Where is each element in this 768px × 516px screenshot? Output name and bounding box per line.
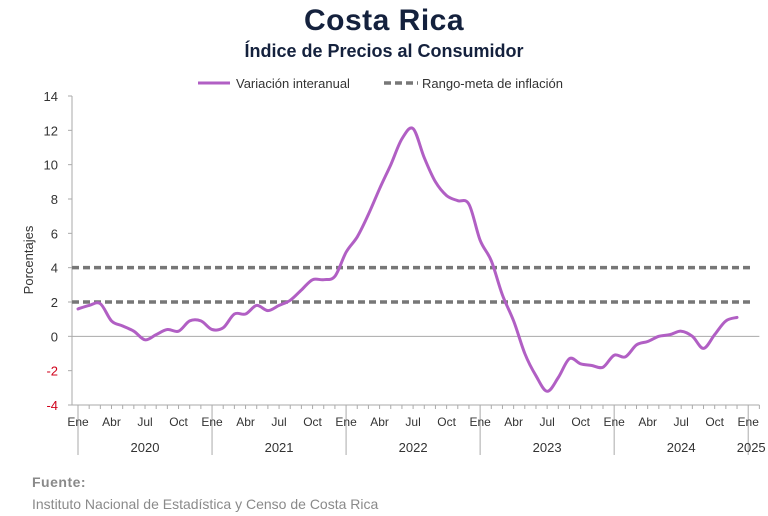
- source-text: Instituto Nacional de Estadística y Cens…: [32, 496, 379, 512]
- x-tick-label: Abr: [370, 415, 389, 429]
- x-tick-label: Ene: [603, 415, 625, 429]
- legend-label-variacion: Variación interanual: [236, 76, 350, 91]
- year-label: 2022: [399, 440, 428, 455]
- year-label: 2025: [737, 440, 766, 455]
- x-tick-label: Jul: [405, 415, 420, 429]
- y-axis-label: Porcentajes: [21, 225, 36, 294]
- x-tick-label: Jul: [271, 415, 286, 429]
- x-axis: Ene Abr Jul Oct Ene Abr Jul Oct Ene Abr Jul Oct Ene A…: [67, 335, 766, 455]
- chart-title: Costa Rica: [303, 4, 465, 37]
- x-tick-label: Oct: [705, 415, 724, 429]
- x-tick-label: Abr: [236, 415, 255, 429]
- x-tick-label: Ene: [469, 415, 491, 429]
- y-axis: 14 12 10 8 6 4 2 0 -2 -4: [44, 89, 73, 413]
- x-tick-label: Ene: [738, 415, 760, 429]
- x-tick-label: Ene: [201, 415, 223, 429]
- x-tick-label: Oct: [437, 415, 456, 429]
- x-tick-label: Abr: [504, 415, 523, 429]
- x-tick-label: Ene: [335, 415, 357, 429]
- chart-subtitle: Índice de Precios al Consumidor: [244, 41, 524, 61]
- x-tick-label: Jul: [674, 415, 689, 429]
- series-line-variacion-interanual: [76, 126, 739, 393]
- y-tick-label: 10: [44, 158, 58, 173]
- x-tick-label: Jul: [137, 415, 152, 429]
- y-tick-label: 2: [51, 295, 58, 310]
- legend: Variación interanual Rango-meta de infla…: [198, 76, 563, 91]
- legend-label-rango: Rango-meta de inflación: [422, 76, 563, 91]
- y-tick-label: 8: [51, 192, 58, 207]
- target-range-lines: [72, 265, 752, 304]
- y-tick-label: -4: [46, 398, 58, 413]
- y-tick-label: -2: [46, 364, 58, 379]
- x-tick-label: Oct: [169, 415, 188, 429]
- year-label: 2021: [265, 440, 294, 455]
- y-tick-label: 4: [51, 261, 58, 276]
- y-tick-label: 14: [44, 89, 58, 104]
- x-tick-label: Abr: [102, 415, 121, 429]
- source-label: Fuente:: [32, 474, 87, 490]
- x-tick-label: Oct: [571, 415, 590, 429]
- x-tick-label: Ene: [67, 415, 89, 429]
- line-chart: Variación interanual Rango-meta de infla…: [21, 76, 766, 455]
- year-label: 2023: [533, 440, 562, 455]
- y-tick-label: 0: [51, 329, 58, 344]
- x-tick-label: Abr: [638, 415, 657, 429]
- year-label: 2020: [131, 440, 160, 455]
- y-tick-label: 6: [51, 226, 58, 241]
- y-tick-label: 12: [44, 123, 58, 138]
- x-tick-label: Oct: [303, 415, 322, 429]
- x-tick-label: Jul: [539, 415, 554, 429]
- year-label: 2024: [667, 440, 696, 455]
